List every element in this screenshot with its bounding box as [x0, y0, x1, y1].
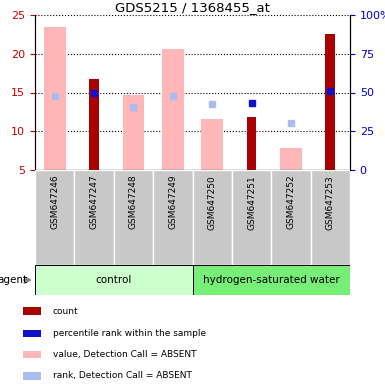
Bar: [89, 79, 99, 170]
Bar: [201, 119, 223, 170]
Text: GSM647251: GSM647251: [247, 175, 256, 230]
Bar: [192, 265, 350, 295]
Text: GSM647253: GSM647253: [326, 175, 335, 230]
Text: value, Detection Call = ABSENT: value, Detection Call = ABSENT: [53, 350, 196, 359]
Text: GSM647247: GSM647247: [90, 175, 99, 229]
Bar: [114, 170, 153, 265]
Text: hydrogen-saturated water: hydrogen-saturated water: [203, 275, 340, 285]
Text: control: control: [95, 275, 132, 285]
Text: agent: agent: [0, 275, 27, 285]
Bar: [232, 170, 271, 265]
Bar: [35, 170, 74, 265]
Text: GSM647248: GSM647248: [129, 175, 138, 229]
Text: GSM647252: GSM647252: [286, 175, 295, 229]
Bar: [23, 372, 41, 379]
Bar: [35, 265, 192, 295]
Title: GDS5215 / 1368455_at: GDS5215 / 1368455_at: [115, 1, 270, 14]
Bar: [122, 95, 144, 170]
Bar: [23, 308, 41, 314]
Text: rank, Detection Call = ABSENT: rank, Detection Call = ABSENT: [53, 371, 192, 381]
Text: percentile rank within the sample: percentile rank within the sample: [53, 329, 206, 338]
Bar: [23, 330, 41, 337]
Text: count: count: [53, 306, 79, 316]
Bar: [153, 170, 192, 265]
Bar: [74, 170, 114, 265]
Bar: [162, 49, 184, 170]
Bar: [247, 116, 256, 170]
Bar: [325, 35, 335, 170]
Bar: [44, 26, 65, 170]
Bar: [192, 170, 232, 265]
Bar: [311, 170, 350, 265]
Text: GSM647246: GSM647246: [50, 175, 59, 229]
Bar: [23, 351, 41, 358]
Text: GSM647249: GSM647249: [168, 175, 177, 229]
Bar: [271, 170, 311, 265]
Text: GSM647250: GSM647250: [208, 175, 217, 230]
Bar: [280, 148, 302, 170]
